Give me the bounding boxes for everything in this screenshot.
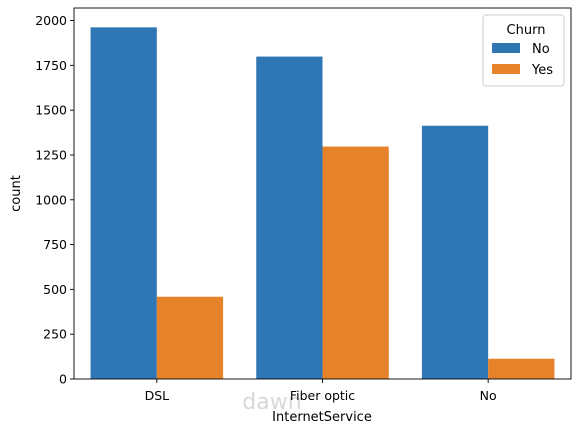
x-axis: DSL Fiber optic No — [145, 379, 497, 403]
y-axis-label: count — [9, 175, 24, 212]
x-axis-label: InternetService — [272, 410, 372, 425]
y-tick-label: 1250 — [35, 147, 67, 162]
y-tick-label: 0 — [59, 372, 67, 387]
legend-label-no: No — [532, 42, 550, 57]
y-tick-label: 1500 — [35, 103, 67, 118]
bars-group — [90, 27, 555, 380]
legend-swatch-yes — [492, 64, 520, 74]
bar-yes-dsl — [156, 296, 224, 379]
y-axis: 0 250 500 750 1000 1250 1500 1750 2000 — [35, 13, 74, 387]
bar-no-fiber-optic — [256, 56, 323, 380]
legend-label-yes: Yes — [531, 63, 553, 78]
bar-yes-no — [488, 358, 555, 379]
y-tick-label: 1750 — [35, 58, 67, 73]
x-tick-label: No — [480, 388, 497, 403]
y-tick-label: 250 — [43, 327, 67, 342]
watermark-text: dawn — [242, 390, 301, 415]
y-tick-label: 1000 — [35, 192, 67, 207]
x-tick-label: Fiber optic — [290, 388, 355, 403]
y-tick-label: 500 — [43, 282, 67, 297]
x-tick-label: DSL — [145, 388, 170, 403]
legend: Churn No Yes — [482, 14, 565, 87]
y-tick-label: 750 — [43, 237, 67, 252]
y-tick-label: 2000 — [35, 13, 67, 28]
bar-yes-fiber-optic — [322, 146, 389, 379]
bar-no-no — [421, 125, 489, 380]
bar-no-dsl — [90, 27, 157, 380]
plot-frame — [73, 7, 572, 380]
legend-title: Churn — [507, 23, 546, 38]
legend-swatch-no — [492, 43, 520, 53]
